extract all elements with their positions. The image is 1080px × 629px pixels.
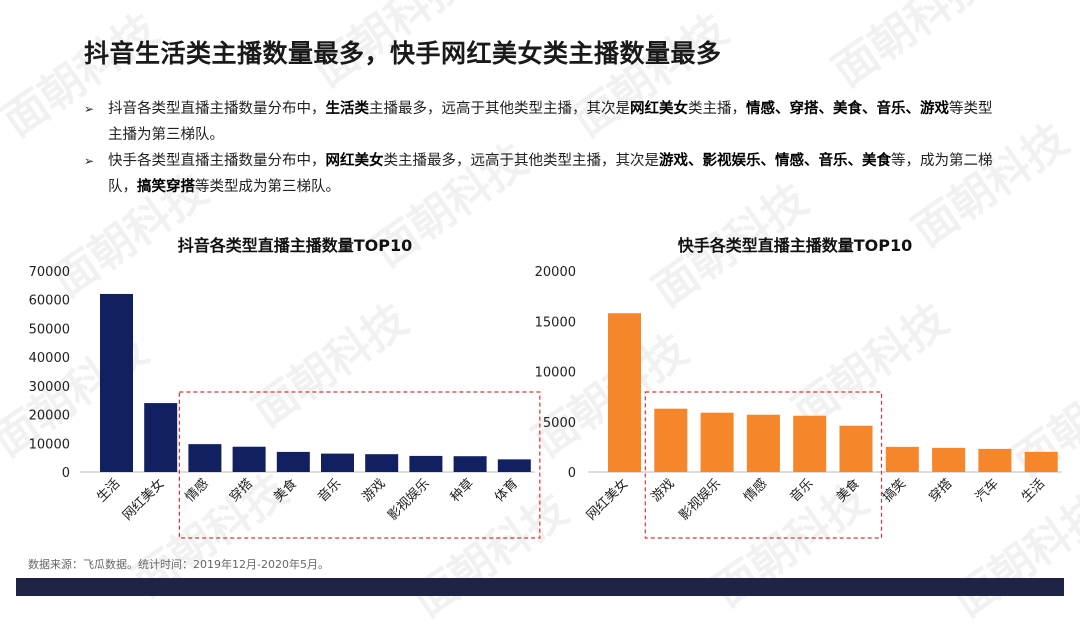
bullet-segment: 主播最多，远高于其他类型主播，其次是 xyxy=(369,101,630,117)
category-label: 游戏 xyxy=(360,476,389,505)
y-tick-label: 10000 xyxy=(29,437,70,452)
bullet-segment: 等类型主播为第三梯队。 xyxy=(108,101,993,143)
category-label: 种草 xyxy=(448,476,477,505)
y-tick-label: 15000 xyxy=(535,315,576,330)
bar xyxy=(700,412,734,472)
bullet-segment: 快手各类型直播主播数量分布中， xyxy=(108,153,326,169)
bar xyxy=(497,459,531,472)
bar xyxy=(188,444,222,472)
highlight-box xyxy=(644,391,883,539)
bullet-text: 快手各类型直播主播数量分布中，网红美女类主播最多，远高于其他类型主播，其次是游戏… xyxy=(108,153,993,195)
category-label: 音乐 xyxy=(315,476,345,506)
bullet-segment: 类主播， xyxy=(688,101,746,117)
bold-highlight: 情感、穿搭、美食、音乐、游戏 xyxy=(746,101,949,117)
y-tick-label: 5000 xyxy=(543,416,576,431)
category-label: 网红美女 xyxy=(583,476,631,524)
y-tick-label: 0 xyxy=(62,466,70,481)
bar xyxy=(365,454,399,472)
chart-title-kuaishou: 快手各类型直播主播数量TOP10 xyxy=(677,236,913,255)
page-title: 抖音生活类主播数量最多，快手网红美女类主播数量最多 xyxy=(84,39,722,68)
category-label: 美食 xyxy=(833,476,863,506)
bullet-kuaishou: ➢ 快手各类型直播主播数量分布中，网红美女类主播最多，远高于其他类型主播，其次是… xyxy=(84,148,1004,200)
bar xyxy=(839,425,873,472)
bar xyxy=(932,447,966,472)
bar xyxy=(276,451,310,472)
category-label: 美食 xyxy=(270,476,300,506)
category-label: 情感 xyxy=(182,476,212,506)
bar xyxy=(321,453,354,472)
bullet-segment: 等，成为第二梯队， xyxy=(108,153,993,195)
source-note: 数据来源：飞瓜数据。统计时间：2019年12月-2020年5月。 xyxy=(28,558,329,571)
footer-bar xyxy=(16,578,1064,596)
y-tick-label: 40000 xyxy=(29,351,70,366)
bold-highlight: 生活类 xyxy=(325,101,370,117)
category-label: 体育 xyxy=(491,476,521,506)
category-label: 音乐 xyxy=(787,476,817,506)
y-tick-label: 20000 xyxy=(29,409,70,424)
y-tick-label: 70000 xyxy=(29,265,70,280)
chart-title-douyin: 抖音各类型直播主播数量TOP10 xyxy=(177,236,413,255)
bullet-list: ➢ 抖音各类型直播主播数量分布中，生活类主播最多，远高于其他类型主播，其次是网红… xyxy=(84,96,1004,200)
category-label: 影视娱乐 xyxy=(677,476,724,523)
y-tick-label: 60000 xyxy=(29,294,70,309)
y-tick-label: 50000 xyxy=(29,322,70,337)
bar xyxy=(1024,451,1058,472)
bullet-douyin: ➢ 抖音各类型直播主播数量分布中，生活类主播最多，远高于其他类型主播，其次是网红… xyxy=(84,96,1004,148)
arrow-icon: ➢ xyxy=(84,102,95,116)
bullet-text: 抖音各类型直播主播数量分布中，生活类主播最多，远高于其他类型主播，其次是网红美女… xyxy=(108,101,993,143)
bullet-segment: 等类型成为第三梯队。 xyxy=(195,179,340,195)
bar xyxy=(144,403,178,472)
bar xyxy=(232,446,266,472)
bullet-segment: 抖音各类型直播主播数量分布中， xyxy=(108,101,326,117)
bold-highlight: 网红美女 xyxy=(630,101,688,117)
category-label: 游戏 xyxy=(649,476,678,505)
category-label: 生活 xyxy=(94,476,123,505)
bar xyxy=(793,415,827,472)
y-tick-label: 0 xyxy=(568,466,576,481)
category-label: 穿搭 xyxy=(226,476,256,506)
category-label: 网红美女 xyxy=(119,476,167,524)
arrow-icon: ➢ xyxy=(84,154,95,168)
y-tick-label: 10000 xyxy=(535,366,576,381)
bar xyxy=(746,414,780,472)
category-label: 汽车 xyxy=(972,476,1002,506)
bold-highlight: 游戏、影视娱乐、情感、音乐、美食 xyxy=(659,153,891,169)
bar xyxy=(654,408,688,472)
bar xyxy=(100,293,133,472)
category-label: 穿搭 xyxy=(926,476,956,506)
y-tick-label: 20000 xyxy=(535,265,576,280)
highlight-box xyxy=(178,391,541,539)
bar xyxy=(608,313,641,472)
bar xyxy=(978,448,1012,472)
category-label: 搞笑 xyxy=(879,476,909,506)
bar xyxy=(409,455,443,472)
bar xyxy=(885,446,919,472)
bold-highlight: 搞笑穿搭 xyxy=(137,179,195,195)
y-tick-label: 30000 xyxy=(29,380,70,395)
bar xyxy=(453,456,487,472)
bullet-segment: 类主播最多，远高于其他类型主播，其次是 xyxy=(383,153,660,169)
category-label: 情感 xyxy=(741,476,771,506)
bold-highlight: 网红美女 xyxy=(325,153,384,169)
bar-charts: 010000200003000040000500006000070000生活网红… xyxy=(29,265,1062,539)
category-label: 影视娱乐 xyxy=(385,476,432,523)
category-label: 生活 xyxy=(1019,476,1048,505)
